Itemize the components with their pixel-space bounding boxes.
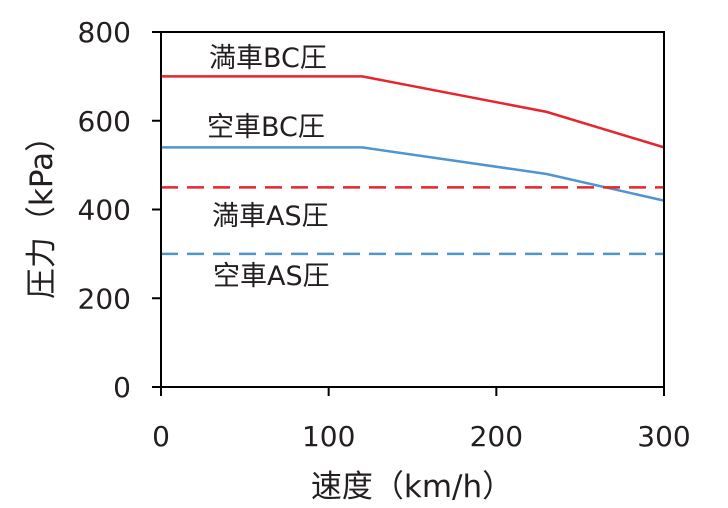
series-line-1 bbox=[161, 75, 665, 149]
y-tick-label: 400 bbox=[78, 194, 131, 227]
series-label-1: 満車BC圧 bbox=[209, 43, 327, 74]
x-axis-title: 速度（km/h） bbox=[311, 469, 513, 505]
x-tick-label: 200 bbox=[470, 420, 523, 453]
x-tick-label: 0 bbox=[152, 420, 170, 453]
y-tick-label: 600 bbox=[78, 105, 131, 138]
y-tick-label: 200 bbox=[78, 282, 131, 315]
y-axis-ticks: 0 200 400 600 800 bbox=[78, 16, 161, 404]
y-tick-label: 800 bbox=[78, 16, 131, 49]
series-line-2 bbox=[161, 146, 665, 202]
series-label-3: 満車AS圧 bbox=[212, 201, 329, 232]
x-tick-label: 100 bbox=[302, 420, 355, 453]
y-tick-label: 0 bbox=[113, 371, 131, 404]
series-layer bbox=[161, 75, 665, 256]
series-label-4: 空車AS圧 bbox=[213, 261, 330, 292]
series-label-2: 空車BC圧 bbox=[207, 112, 325, 143]
x-axis-ticks: 0 100 200 300 bbox=[152, 387, 691, 453]
x-tick-label: 300 bbox=[637, 420, 690, 453]
y-axis-title: 圧力（kPa） bbox=[24, 121, 60, 299]
